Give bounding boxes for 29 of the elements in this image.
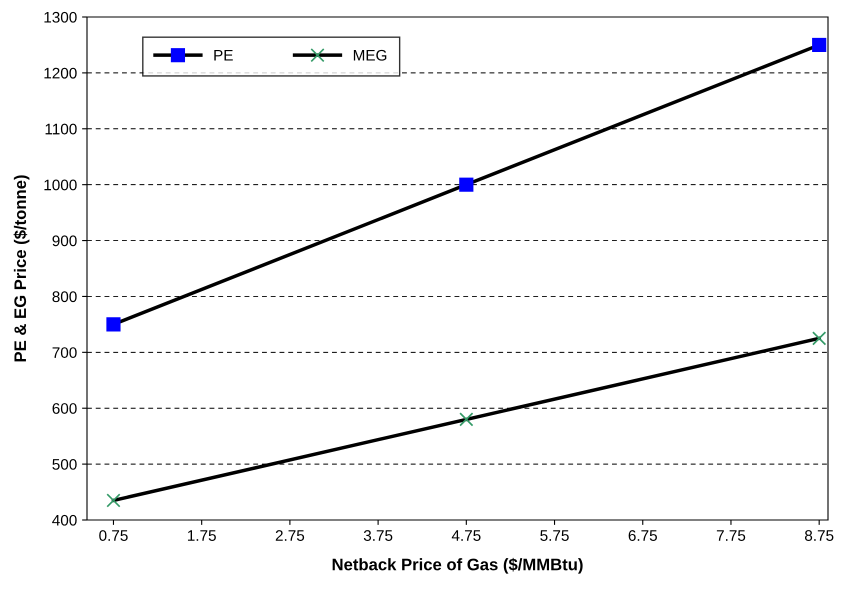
y-tick-label: 1100 xyxy=(46,124,77,134)
y-tick-label: 600 xyxy=(52,403,77,414)
y-tick-label: 1200 xyxy=(44,68,77,79)
point xyxy=(812,38,826,52)
x-tick-label: 5.75 xyxy=(540,530,569,541)
y-tick-label: 1000 xyxy=(44,180,77,190)
point xyxy=(812,331,826,346)
y-tick-label: 400 xyxy=(52,514,77,526)
legend-label: PE xyxy=(214,50,233,61)
x-tick-label: 3.75 xyxy=(364,530,392,541)
x-tick-label: 4.75 xyxy=(452,530,481,541)
x-tick-label: 8.75 xyxy=(804,530,834,541)
x-tick-label: 6.75 xyxy=(628,530,657,541)
y-tick-label: 500 xyxy=(52,458,77,470)
point xyxy=(106,317,121,332)
y-axis-title: PE & EG Price ($/tonne) xyxy=(14,175,30,362)
x-tick-label: 0.75 xyxy=(99,530,128,541)
y-tick-label: 700 xyxy=(52,347,77,358)
point xyxy=(106,493,121,508)
y-tick-label: 900 xyxy=(52,235,77,246)
x-tick-label: 7.75 xyxy=(716,530,746,541)
point xyxy=(459,412,474,426)
point xyxy=(459,178,474,192)
x-tick-label: 2.75 xyxy=(276,530,304,541)
x-tick-label: 1.75 xyxy=(188,530,216,541)
legend-label: MEG xyxy=(354,50,386,61)
y-tick-label: 800 xyxy=(52,291,77,302)
x-axis-title: Netback Price of Gas ($/MMBtu) xyxy=(332,558,583,574)
y-tick-label: 1300 xyxy=(44,12,77,23)
